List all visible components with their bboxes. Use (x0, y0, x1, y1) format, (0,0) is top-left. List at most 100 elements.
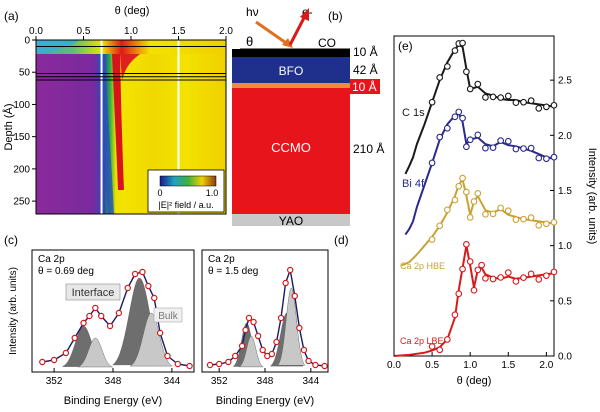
series-point (543, 272, 550, 280)
data-point (164, 352, 171, 360)
series-point (478, 261, 485, 269)
data-point (80, 319, 87, 327)
panel-c-title-line1: Ca 2p (38, 254, 65, 265)
data-point (242, 326, 249, 334)
panel-d-title-line2: θ = 1.5 deg (208, 266, 258, 277)
layer-co-thickness: 10 Å (353, 44, 378, 59)
bulk-component-fill (78, 337, 113, 368)
series-point (455, 290, 463, 298)
series-point (512, 216, 520, 223)
series-point (470, 198, 478, 205)
layer-ccmo (232, 88, 350, 214)
x-tick-label: 1.5 (501, 360, 515, 371)
series-point (482, 274, 489, 282)
series-point (527, 214, 535, 221)
series-point (489, 275, 497, 283)
series-point (520, 145, 527, 152)
heatmap-red-lobe-upper (120, 54, 140, 80)
data-point (124, 284, 131, 292)
series-point (527, 144, 535, 152)
data-point (39, 358, 46, 366)
panel-e-xlabel: θ (deg) (457, 375, 492, 387)
series-point (497, 94, 505, 101)
layer-co (232, 49, 350, 57)
curve-label: Ca 2p LBE (400, 336, 444, 346)
y-tick-label: 1.5 (558, 186, 572, 197)
series-point (550, 153, 558, 161)
x-tick-label: 352 (46, 376, 63, 387)
series-point (489, 144, 497, 152)
data-point (232, 352, 239, 360)
series-point (455, 108, 463, 116)
series-point (463, 240, 470, 248)
series-point (543, 103, 550, 111)
series-point (474, 80, 482, 88)
data-point (215, 360, 223, 368)
series-point (550, 101, 558, 109)
data-point (71, 334, 78, 342)
data-point (50, 356, 58, 364)
series-point (436, 133, 444, 141)
layer-ccmo-name: CCMO (271, 140, 311, 155)
y-tick-label: 1.0 (558, 241, 572, 252)
y-tick-label: 250 (13, 197, 30, 208)
x-tick-label: 2.0 (219, 26, 233, 37)
data-point (92, 304, 99, 312)
panel-c-xticks: 352 348 344 (46, 368, 181, 387)
data-point (250, 318, 257, 326)
series-point (436, 74, 444, 81)
data-point (268, 350, 276, 358)
y-tick-label: 100 (13, 100, 30, 111)
layer-ccmo-thickness: 210 Å (353, 141, 384, 156)
data-point (145, 282, 152, 290)
series-point (443, 206, 451, 214)
bulk-component-fill (238, 335, 264, 368)
data-point (156, 329, 164, 337)
panel-e-label: (e) (398, 39, 413, 53)
panel-e-series (393, 39, 558, 357)
series-point (474, 131, 482, 139)
layer-interface-thickness: 10 Å (352, 79, 377, 94)
colorbar-label: |E|² field / a.u. (158, 200, 213, 210)
series-point (512, 278, 520, 285)
series-point (463, 143, 470, 151)
panel-a-ylabel: Depth (Å) (2, 103, 15, 150)
series-point (428, 236, 436, 243)
bulk-annotation: Bulk (158, 311, 178, 322)
series-point (520, 215, 527, 223)
series-point (497, 274, 505, 281)
bulk-component-fill (277, 287, 306, 366)
panel-c-component-fills (61, 277, 173, 368)
series-point (436, 222, 444, 230)
data-point (245, 314, 253, 322)
data-point (106, 322, 114, 330)
series-point (497, 204, 505, 212)
panel-a-label: (a) (4, 9, 19, 23)
x-tick-label: 0.0 (387, 360, 401, 371)
series-point (466, 214, 474, 221)
heatmap-cyan-corner (36, 40, 80, 54)
layer-interface-tag (350, 79, 380, 94)
curve-label: C 1s (402, 107, 425, 119)
series-point (482, 210, 489, 218)
series-point (443, 63, 451, 70)
y-tick-label: 150 (13, 132, 30, 143)
y-tick-label: 0.0 (558, 352, 572, 363)
series-point (497, 137, 505, 144)
x-tick-label: 2.0 (539, 360, 553, 371)
data-point (131, 270, 139, 278)
series-point (482, 144, 489, 152)
series-point (527, 270, 535, 278)
data-point (206, 361, 214, 369)
panel-b-label: (b) (328, 9, 343, 23)
panel-d-xticks: 352 348 344 (211, 368, 320, 387)
panel-e-ylabel: Intensity (arb. units) (586, 148, 598, 245)
colorbar-tick-min: 0 (157, 188, 162, 198)
data-point (174, 360, 181, 368)
data-point (62, 349, 70, 357)
panel-e-yticks: 0.0 0.5 1.0 1.5 2.0 2.5 (550, 76, 572, 363)
beam-in-label: hν (246, 5, 259, 19)
series-point (550, 268, 558, 276)
panel-e-angle-curves: (e) 0.0 0.5 1.0 1.5 2.0 0.0 0.5 1.0 1.5 2.0 2.5 C… (387, 35, 598, 387)
series-point (474, 266, 482, 274)
